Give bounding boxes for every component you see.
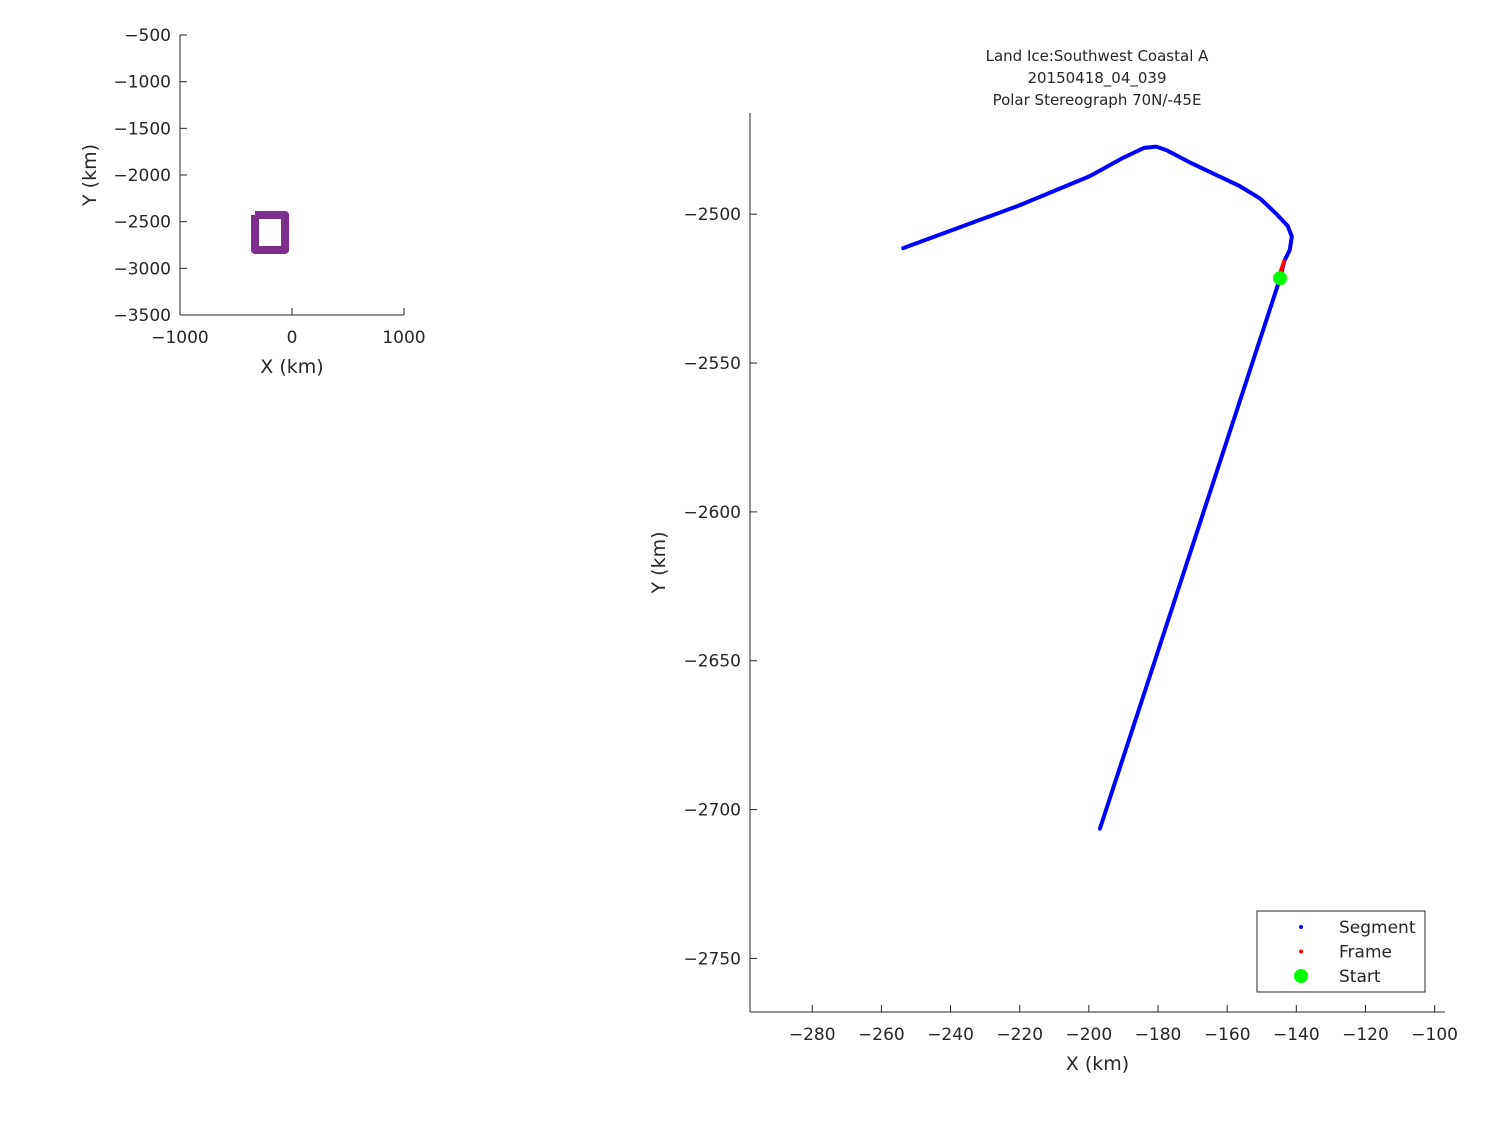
y-tick-label: −2600 xyxy=(683,503,741,523)
y-tick-label: −2500 xyxy=(113,213,171,233)
frame-line xyxy=(1278,259,1287,274)
x-tick-label: 0 xyxy=(287,328,298,348)
legend-label: Start xyxy=(1339,967,1381,987)
y-tick-label: −3500 xyxy=(113,306,171,326)
y-tick-label: −2000 xyxy=(113,166,171,186)
y-tick-label: −2750 xyxy=(683,949,741,969)
x-tick-label: −1000 xyxy=(151,328,209,348)
legend-label: Segment xyxy=(1339,918,1416,938)
y-tick-label: −2500 xyxy=(683,205,741,225)
x-tick-label: −120 xyxy=(1342,1025,1389,1045)
x-tick-label: −260 xyxy=(858,1025,905,1045)
start-marker xyxy=(1273,271,1288,286)
segment-line xyxy=(901,144,1294,831)
x-tick-label: −280 xyxy=(789,1025,836,1045)
x-tick-label: −220 xyxy=(996,1025,1043,1045)
x-tick-label: 1000 xyxy=(382,328,425,348)
legend-box xyxy=(1256,910,1426,993)
overview-axes: −1000 0 1000 −500 −1000 −1500 −2000 −2500 −3000 −… xyxy=(79,26,426,378)
y-axis-label: Y (km) xyxy=(79,144,101,207)
legend-label: Frame xyxy=(1339,943,1392,963)
main-axes: −280 −260 −240 −220 −200 −180 −160 −140 −120 −100… xyxy=(648,47,1458,1075)
legend-start-marker xyxy=(1294,969,1308,983)
y-tick-label: −3000 xyxy=(113,259,171,279)
chart-title-line: Land Ice:Southwest Coastal A xyxy=(986,47,1210,65)
x-tick-label: −140 xyxy=(1273,1025,1320,1045)
x-tick-label: −200 xyxy=(1066,1025,1113,1045)
x-tick-label: −240 xyxy=(927,1025,974,1045)
chart-title-line: 20150418_04_039 xyxy=(1027,69,1166,88)
x-axis-label: X (km) xyxy=(260,356,323,378)
legend-segment-marker xyxy=(1299,925,1303,929)
y-tick-label: −500 xyxy=(124,26,171,46)
x-tick-label: −100 xyxy=(1411,1025,1458,1045)
legend-frame-marker xyxy=(1299,949,1303,954)
x-axis-label: X (km) xyxy=(1066,1053,1129,1075)
y-tick-label: −1500 xyxy=(113,119,171,139)
y-tick-label: −2650 xyxy=(683,652,741,672)
x-tick-label: −180 xyxy=(1135,1025,1182,1045)
y-tick-label: −2550 xyxy=(683,354,741,374)
x-tick-label: −160 xyxy=(1204,1025,1251,1045)
y-tick-label: −1000 xyxy=(113,73,171,93)
region-outline xyxy=(251,210,290,254)
y-tick-label: −2700 xyxy=(683,801,741,821)
chart-title-line: Polar Stereograph 70N/-45E xyxy=(993,91,1202,109)
y-axis-label: Y (km) xyxy=(648,532,670,595)
legend: Segment Frame Start xyxy=(1256,910,1426,993)
